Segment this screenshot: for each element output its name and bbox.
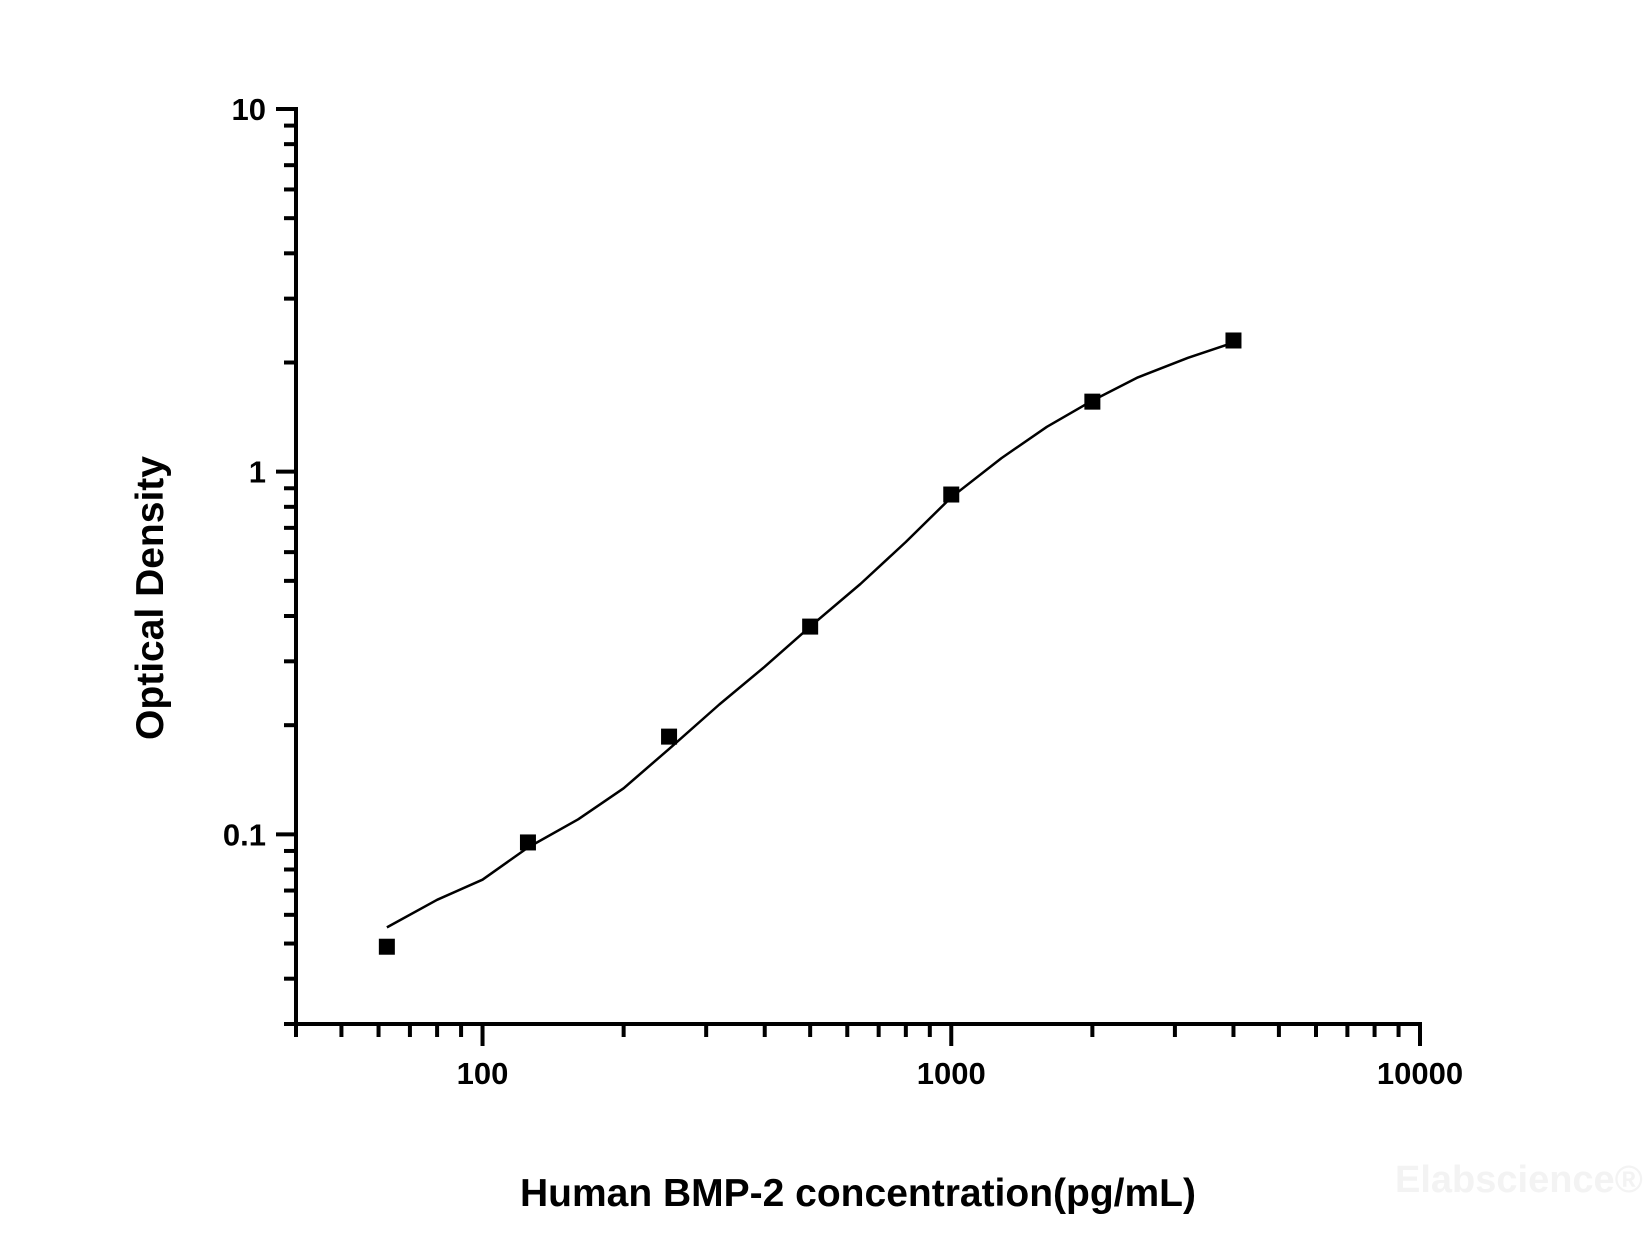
x-axis-title: Human BMP-2 concentration(pg/mL): [520, 1172, 1196, 1215]
x-tick-label: 1000: [917, 1056, 986, 1091]
data-point-marker: [661, 728, 678, 745]
data-point-marker: [1084, 393, 1101, 410]
data-points: [378, 332, 1242, 955]
fit-line: [386, 341, 1234, 929]
data-point-marker: [378, 938, 395, 955]
data-point-marker: [519, 834, 536, 851]
x-tick-label: 10000: [1377, 1056, 1463, 1091]
y-tick-label: 1: [249, 455, 266, 490]
y-tick-label: 10: [232, 92, 266, 127]
fitted-curve: [386, 341, 1234, 929]
data-point-marker: [802, 618, 819, 635]
watermark: Elabscience®: [1395, 1159, 1643, 1201]
x-tick-label: 100: [457, 1056, 509, 1091]
y-axis-title: Optical Density: [129, 456, 172, 740]
data-point-marker: [943, 486, 960, 503]
y-tick-label: 0.1: [223, 817, 266, 852]
data-point-marker: [1225, 332, 1242, 349]
axis-ticks: 100 1000 10000 0.1 1 10: [223, 92, 1463, 1091]
